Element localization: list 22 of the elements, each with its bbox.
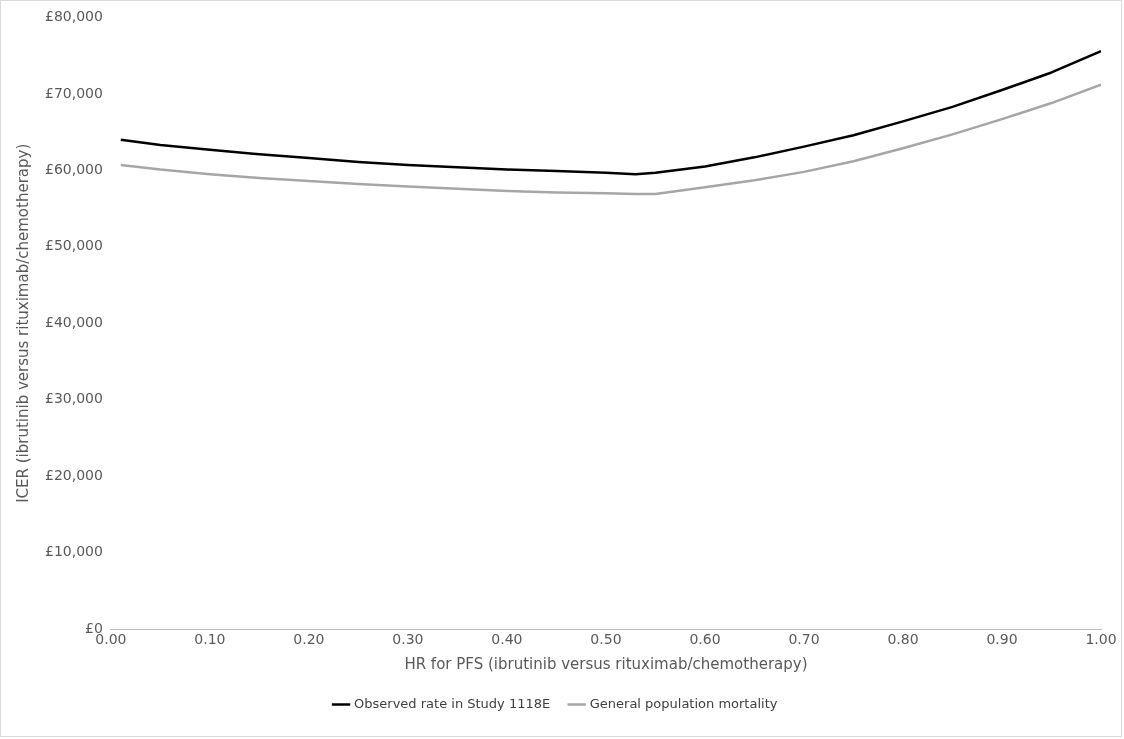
y-axis-title: ICER (ibrutinib versus rituximab/chemotherapy) bbox=[13, 143, 32, 503]
y-tick-label: £40,000 bbox=[44, 313, 103, 330]
y-tick-label: £20,000 bbox=[44, 466, 103, 483]
legend-label: General population mortality bbox=[589, 695, 778, 711]
y-tick-label: £10,000 bbox=[44, 543, 103, 560]
x-tick-label: 1.00 bbox=[1085, 631, 1117, 648]
x-tick-label: 0.30 bbox=[392, 631, 424, 648]
y-tick-label: £80,000 bbox=[44, 8, 103, 25]
x-axis-title: HR for PFS (ibrutinib versus rituximab/chemotherapy) bbox=[404, 654, 808, 673]
x-tick-label: 0.40 bbox=[491, 631, 523, 648]
y-tick-label: £50,000 bbox=[44, 237, 103, 254]
x-tick-label: 0.60 bbox=[689, 631, 721, 648]
x-tick-label: 0.90 bbox=[986, 631, 1018, 648]
x-tick-label: 0.10 bbox=[194, 631, 226, 648]
x-tick-label: 0.20 bbox=[293, 631, 325, 648]
legend-label: Observed rate in Study 1118E bbox=[354, 695, 551, 711]
y-tick-label: £60,000 bbox=[44, 160, 103, 177]
x-tick-label: 0.50 bbox=[590, 631, 622, 648]
y-tick-label: £30,000 bbox=[44, 390, 103, 407]
x-tick-label: 0.80 bbox=[887, 631, 919, 648]
y-tick-label: £70,000 bbox=[44, 84, 103, 101]
x-tick-label: 0.70 bbox=[788, 631, 820, 648]
